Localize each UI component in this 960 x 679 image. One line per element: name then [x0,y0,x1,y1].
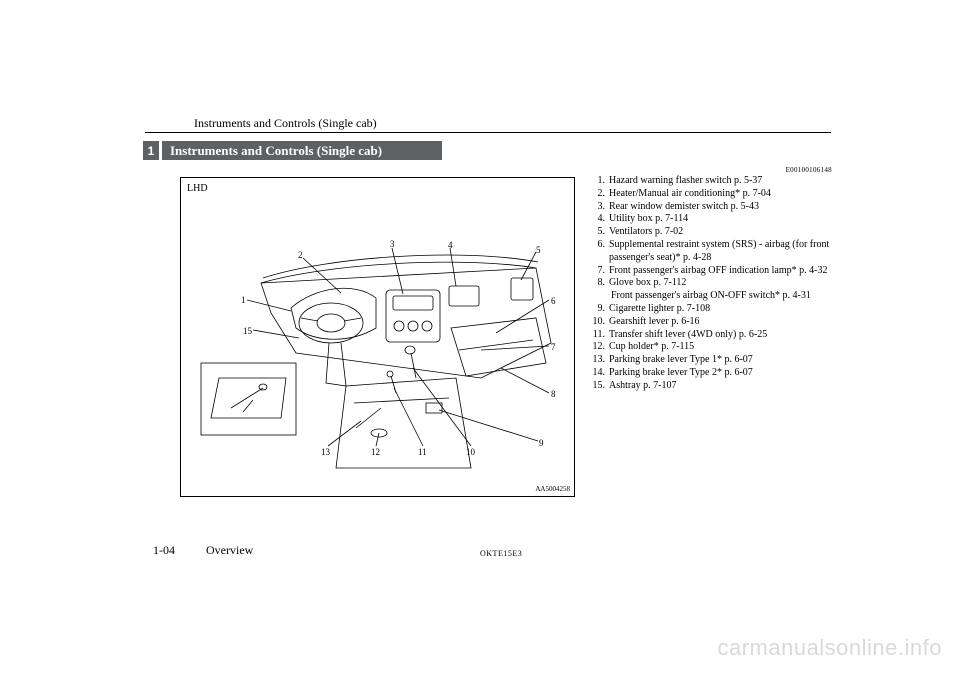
legend-number: 14. [589,367,605,380]
legend-number: 9. [589,303,605,316]
legend-text: Heater/Manual air conditioning* p. 7-04 [609,188,839,201]
legend-text: Utility box p. 7-114 [609,213,839,226]
section-name: Overview [206,543,253,557]
legend-item: 3. Rear window demister switch p. 5-43 [589,201,839,214]
site-watermark: carmanualsonline.info [717,635,942,661]
diagram-frame: LHD AA5004258 1 2 3 4 5 6 7 8 9 10 11 12… [180,177,575,497]
legend-text: Parking brake lever Type 2* p. 6-07 [609,367,839,380]
legend-item: 11. Transfer shift lever (4WD only) p. 6-… [589,329,839,342]
footer-doc-code: OKTE15E3 [480,549,522,558]
legend-list: 1.Hazard warning flasher switch p. 5-372… [589,175,839,393]
legend-text: Transfer shift lever (4WD only) p. 6-25 [609,329,839,342]
legend-number: 5. [589,226,605,239]
legend-number: 1. [589,175,605,188]
legend-number: 12. [589,341,605,354]
page-number: 1-04 [153,543,175,557]
legend-number: 10. [589,316,605,329]
section-tab: 1 [143,141,159,160]
legend-item: 8. Glove box p. 7-112 [589,277,839,290]
footer-left: 1-04 Overview [153,543,253,558]
legend-text: Cigarette lighter p. 7-108 [609,303,839,316]
legend-item: 14. Parking brake lever Type 2* p. 6-07 [589,367,839,380]
legend-item: 4. Utility box p. 7-114 [589,213,839,226]
legend-text: Hazard warning flasher switch p. 5-37 [609,175,839,188]
legend-text: Front passenger's airbag ON-OFF switch* … [589,290,839,303]
legend-number: 7. [589,265,605,278]
legend-item: 6.Supplemental restraint system (SRS) - … [589,239,839,265]
legend-item: 7. Front passenger's airbag OFF indicatio… [589,265,839,278]
legend-text: Cup holder* p. 7-115 [609,341,839,354]
legend-item: 15. Ashtray p. 7-107 [589,380,839,393]
legend-number: 2. [589,188,605,201]
legend-number: 3. [589,201,605,214]
legend-item: 2. Heater/Manual air conditioning* p. 7-0… [589,188,839,201]
legend-item: 5. Ventilators p. 7-02 [589,226,839,239]
legend-item: 13. Parking brake lever Type 1* p. 6-07 [589,354,839,367]
legend-number: 11. [589,329,605,342]
legend-number: 15. [589,380,605,393]
section-title-bar: Instruments and Controls (Single cab) [162,141,442,160]
legend-text: Ventilators p. 7-02 [609,226,839,239]
doc-version-code: E00100106148 [786,166,832,174]
dashboard-illustration [181,178,576,498]
legend-text: Ashtray p. 7-107 [609,380,839,393]
legend-item: 1. Hazard warning flasher switch p. 5-37 [589,175,839,188]
legend-number: 4. [589,213,605,226]
legend-text: Gearshift lever p. 6-16 [609,316,839,329]
legend-text: Parking brake lever Type 1* p. 6-07 [609,354,839,367]
legend-number: 13. [589,354,605,367]
legend-number: 8. [589,277,605,290]
running-head: Instruments and Controls (Single cab) [194,116,377,131]
legend-item: 10. Gearshift lever p. 6-16 [589,316,839,329]
legend-item: 12. Cup holder* p. 7-115 [589,341,839,354]
legend-item: 9. Cigarette lighter p. 7-108 [589,303,839,316]
legend-text: Glove box p. 7-112 [609,277,839,290]
legend-text: Rear window demister switch p. 5-43 [609,201,839,214]
legend-item: Front passenger's airbag ON-OFF switch* … [589,290,839,303]
legend-text: Front passenger's airbag OFF indication … [609,265,839,278]
legend-text: Supplemental restraint system (SRS) - ai… [609,239,839,265]
legend-number: 6. [589,239,605,265]
header-rule [145,132,831,133]
